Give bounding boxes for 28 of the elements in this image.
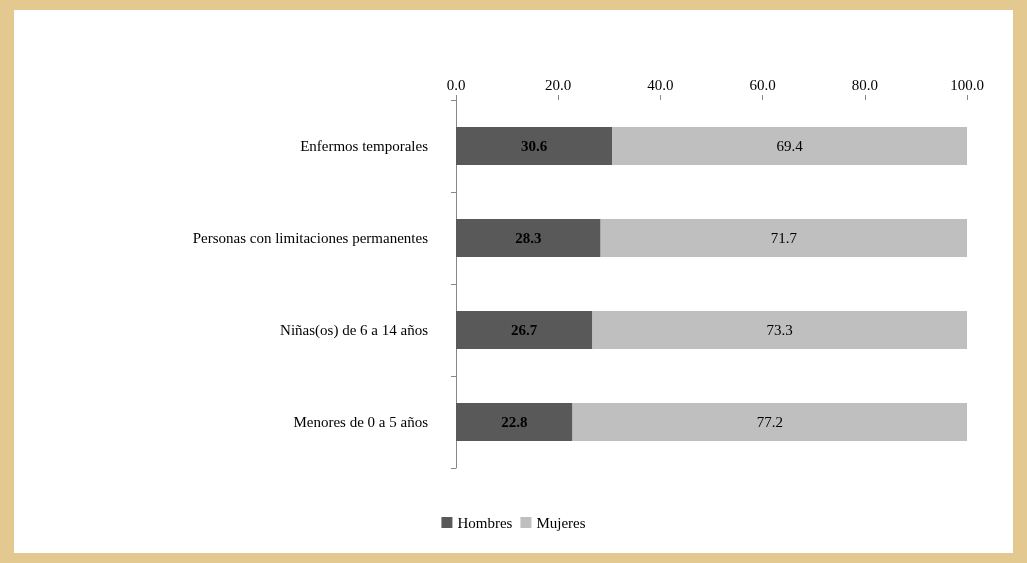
bar	[456, 219, 601, 257]
x-tick-label: 20.0	[545, 76, 572, 93]
data-label: 69.4	[776, 138, 804, 154]
y-tick-label: Menores de 0 a 5 años	[293, 414, 429, 430]
legend-label: Mujeres	[536, 514, 586, 531]
data-label: 71.7	[770, 230, 798, 246]
bar	[456, 127, 613, 165]
x-tick-label: 40.0	[647, 76, 674, 93]
bar	[456, 311, 593, 349]
data-label: 77.2	[756, 414, 783, 430]
y-tick-label: Personas con limitaciones permanentes	[192, 230, 429, 246]
y-tick-label: Enfermos temporales	[300, 138, 429, 154]
y-tick-label: Niñas(os) de 6 a 14 años	[280, 322, 429, 339]
bar	[572, 403, 967, 441]
data-label: 30.6	[521, 138, 548, 154]
data-label: 73.3	[766, 322, 793, 338]
x-tick-label: 80.0	[851, 76, 878, 93]
x-tick-label: 60.0	[749, 76, 776, 93]
bar	[600, 219, 967, 257]
legend-label: Hombres	[457, 514, 513, 531]
data-label: 22.8	[501, 414, 528, 430]
x-tick-label: 100.0	[950, 76, 984, 93]
bar	[456, 403, 573, 441]
data-label: 26.7	[511, 322, 538, 338]
bar	[592, 311, 967, 349]
bar	[612, 127, 967, 165]
data-label: 28.3	[515, 230, 542, 246]
x-tick-label: 0.0	[446, 76, 466, 93]
